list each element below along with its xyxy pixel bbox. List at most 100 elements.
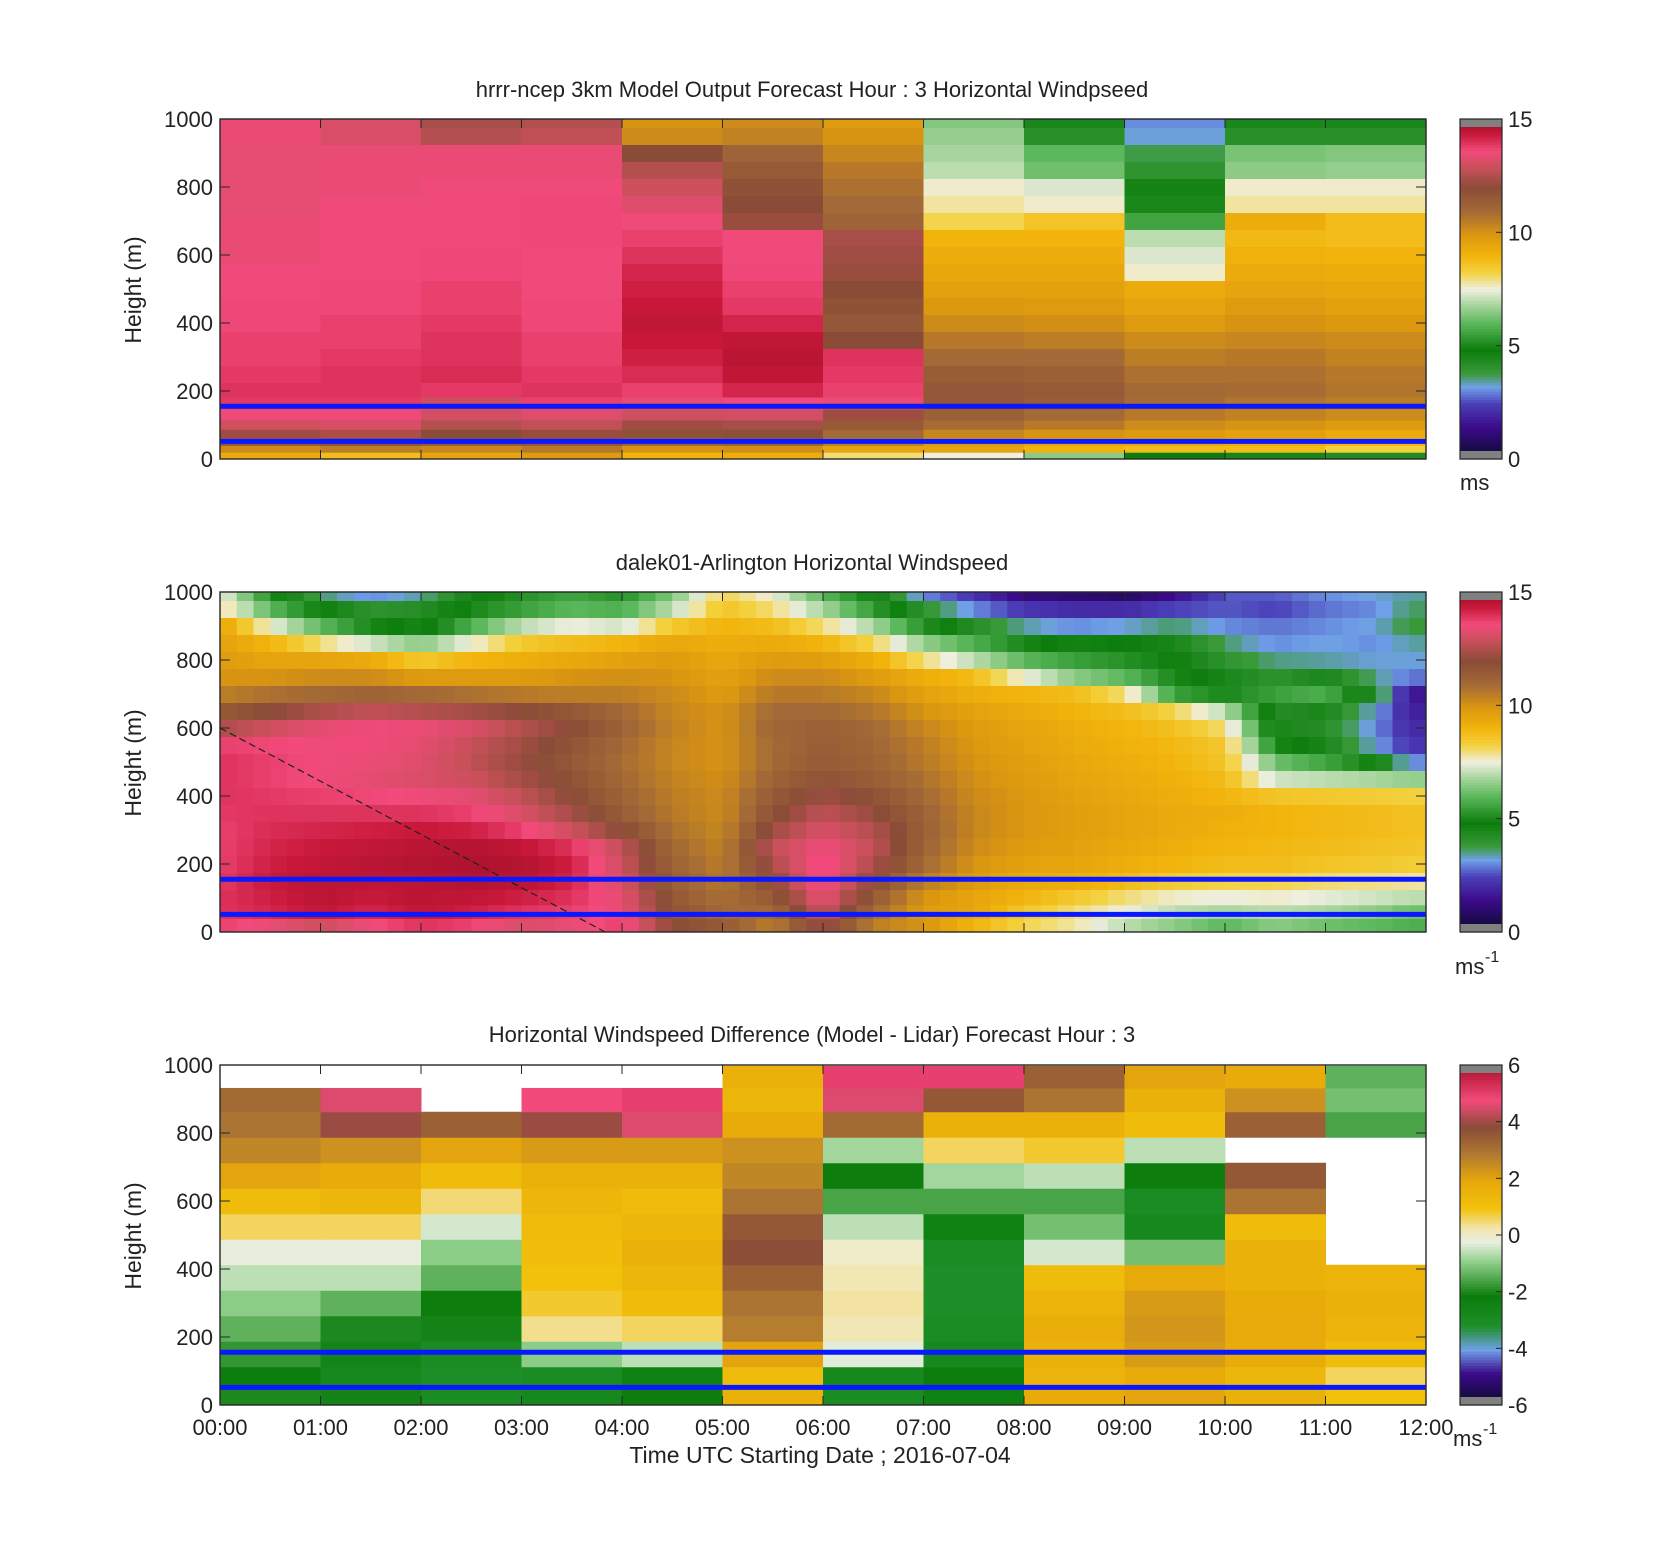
panel2-cell (320, 617, 338, 635)
panel2-cell (571, 668, 589, 686)
panel3-cell (1325, 1290, 1427, 1317)
panel2-cell (1107, 600, 1125, 618)
panel2-cell (873, 753, 891, 771)
panel2-cell (672, 702, 690, 720)
panel2-cell (471, 685, 489, 703)
colorbar3-band (1460, 1116, 1502, 1120)
panel2-cell (370, 719, 388, 737)
panel2-cell (1124, 592, 1142, 601)
panel3-cell (622, 1087, 723, 1113)
panel1-cell (1325, 314, 1427, 332)
panel2-cell (1007, 753, 1025, 771)
colorbar3-band (1460, 1181, 1502, 1185)
panel2-cell (1191, 770, 1209, 788)
panel2-cell (1040, 634, 1058, 652)
panel2-cell (1375, 685, 1393, 703)
panel1-cell (622, 280, 723, 298)
panel2-cell (404, 804, 422, 822)
panel2-cell (1409, 753, 1427, 771)
panel1-cell (320, 314, 422, 332)
panel2-cell (303, 821, 321, 839)
panel2-cell (638, 838, 656, 856)
panel2-cell (1342, 787, 1360, 805)
panel3-cell (622, 1290, 723, 1317)
panel1-cell (220, 314, 321, 332)
panel2-cell (1191, 889, 1209, 906)
panel2-cell (1409, 617, 1427, 635)
panel2-cell (303, 668, 321, 686)
colorbar2-band (1460, 699, 1502, 704)
panel2-cell (923, 804, 941, 822)
panel2-cell (1024, 719, 1042, 737)
colorbar2-band (1460, 801, 1502, 806)
panel2-cell (504, 889, 522, 906)
panel1-cell (320, 348, 422, 366)
colorbar3-band (1460, 1320, 1502, 1324)
panel2-cell (789, 889, 807, 906)
panel2-cell (957, 838, 975, 856)
panel2-cell (220, 736, 238, 754)
panel2-cell (772, 821, 790, 839)
panel2-cell (957, 821, 975, 839)
panel2-cell (823, 592, 841, 601)
panel1-cell (823, 314, 924, 332)
panel2-cell (437, 702, 455, 720)
colorbar3-band (1460, 1082, 1502, 1086)
colorbar3-band (1460, 1135, 1502, 1140)
panel2-cell (1007, 889, 1025, 906)
panel2-cell (873, 719, 891, 737)
panel3-xtick-label: 01:00 (293, 1415, 348, 1440)
panel2-cell (588, 889, 606, 906)
panel3-cell (320, 1388, 422, 1406)
panel2-cell (689, 918, 707, 933)
panel2-cell (488, 719, 506, 737)
panel2-cell (488, 889, 506, 906)
panel2-cell (605, 736, 623, 754)
colorbar3-band (1460, 1354, 1502, 1358)
panel2-cell (1107, 651, 1125, 669)
panel2-cell (1141, 719, 1159, 737)
panel2-cell (823, 702, 841, 720)
panel2-cell (588, 753, 606, 771)
panel2-cell (1057, 685, 1075, 703)
panel2-cell (957, 702, 975, 720)
panel2-cell (756, 918, 774, 933)
panel2-cell (839, 617, 857, 635)
panel2-cell (1057, 918, 1075, 933)
colorbar1-band (1460, 374, 1502, 378)
panel2-cell (605, 770, 623, 788)
panel2-cell (270, 753, 288, 771)
panel1-cell (1024, 452, 1125, 460)
panel2-cell (1091, 889, 1109, 906)
panel3-cell (722, 1315, 824, 1342)
panel2-cell (655, 855, 673, 873)
panel2-cell (454, 617, 472, 635)
panel2-cell (605, 600, 623, 618)
panel2-cell (370, 651, 388, 669)
colorbar1-band (1460, 240, 1502, 245)
panel2-cell (1241, 838, 1259, 856)
panel2-cell (873, 634, 891, 652)
panel2-cell (1007, 617, 1025, 635)
panel2-cell (236, 804, 254, 822)
colorbar2-band (1460, 881, 1502, 885)
panel2-cell (1325, 804, 1343, 822)
panel2-cell (220, 668, 238, 686)
panel2-cell (1007, 719, 1025, 737)
panel2-cell (672, 855, 690, 873)
panel2-cell (1007, 855, 1025, 873)
panel2-cell (1225, 651, 1243, 669)
colorbar3-band (1460, 1223, 1502, 1228)
panel2-cell (437, 617, 455, 635)
colorbar2-band (1460, 912, 1502, 916)
panel2-cell (806, 821, 824, 839)
panel2-cell (722, 838, 740, 856)
colorbar2-band (1460, 651, 1502, 655)
colorbar2-band (1460, 827, 1502, 831)
panel2-cell (655, 918, 673, 933)
panel2-cell (303, 770, 321, 788)
panel2-cell (973, 592, 991, 601)
panel2-cell (421, 855, 439, 873)
panel3-title: Horizontal Windspeed Difference (Model -… (489, 1022, 1135, 1047)
